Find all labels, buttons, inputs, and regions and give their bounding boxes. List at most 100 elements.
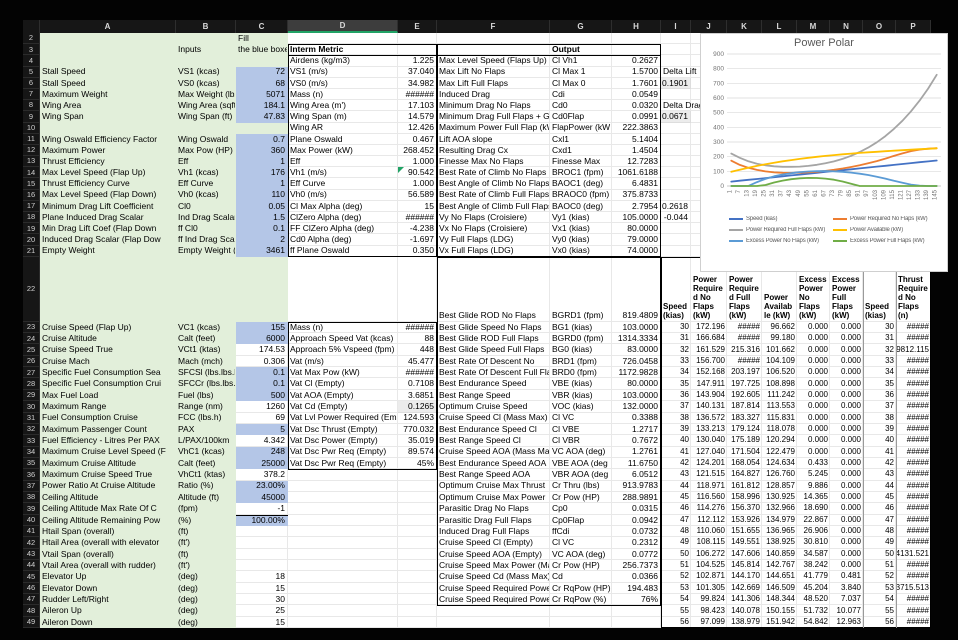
cell-A34[interactable]: Maximum Cruise Level Speed (F: [40, 446, 176, 458]
cell-E17[interactable]: 15: [398, 200, 437, 212]
cell-G18[interactable]: Vy1 (kias): [550, 212, 612, 224]
cell-A12[interactable]: Maximum Power: [40, 144, 176, 157]
row-header-49[interactable]: 49: [23, 616, 40, 629]
cell-E18[interactable]: ######: [398, 212, 437, 224]
cell-M33[interactable]: 0.000: [797, 435, 830, 447]
cell-C2[interactable]: Fill: [236, 33, 288, 45]
cell-M49[interactable]: 54.842: [797, 616, 830, 629]
cell-A37[interactable]: Power Ratio At Cruise Altitude: [40, 480, 176, 492]
cell-J23[interactable]: 172.196: [691, 321, 727, 334]
column-header-I[interactable]: I: [661, 20, 691, 33]
cell-E9[interactable]: 14.579: [398, 111, 437, 123]
cell-B24[interactable]: Calt (feet): [176, 333, 236, 345]
cell-B11[interactable]: Wing Oswald: [176, 133, 236, 145]
row-header-41[interactable]: 41: [23, 525, 40, 538]
cell-J27[interactable]: 152.168: [691, 367, 727, 379]
cell-F22[interactable]: Best Glide ROD No Flaps: [437, 256, 550, 322]
cell-A42[interactable]: Htail Area (overall with elevator: [40, 537, 176, 549]
row-header-39[interactable]: 39: [23, 503, 40, 515]
cell-O42[interactable]: 49: [863, 537, 896, 549]
cell-N38[interactable]: 0.000: [830, 491, 863, 504]
cell-M48[interactable]: 51.732: [797, 605, 830, 617]
cell-M43[interactable]: 34.587: [797, 548, 830, 560]
cell-L33[interactable]: 120.294: [762, 435, 797, 447]
cell-M40[interactable]: 22.867: [797, 514, 830, 526]
cell-I7[interactable]: [661, 88, 691, 101]
cell-M35[interactable]: 0.433: [797, 457, 830, 470]
cell-J44[interactable]: 104.525: [691, 559, 727, 572]
cell-I23[interactable]: 30: [661, 321, 691, 334]
cell-A15[interactable]: Thrust Efficiency Curve: [40, 178, 176, 190]
cell-M47[interactable]: 48.520: [797, 594, 830, 606]
cell-F35[interactable]: Best Endurance Speed AOA: [437, 457, 550, 470]
cell-C13[interactable]: 1: [236, 156, 288, 168]
cell-L31[interactable]: 115.831: [762, 412, 797, 424]
cell-J49[interactable]: 97.099: [691, 616, 727, 629]
cell-G33[interactable]: Cl VBR: [550, 435, 612, 447]
cell-G44[interactable]: Cr Pow (HP): [550, 559, 612, 572]
cell-F23[interactable]: Best Glide Speed No Flaps: [437, 321, 550, 334]
cell-O43[interactable]: 50: [863, 548, 896, 560]
cell-O25[interactable]: 32: [863, 344, 896, 356]
cell-L41[interactable]: 136.965: [762, 525, 797, 538]
cell-C49[interactable]: 15: [236, 616, 288, 629]
cell-G25[interactable]: BG0 (kias): [550, 344, 612, 356]
cell-G47[interactable]: Cr RqPow (%): [550, 594, 612, 606]
cell-A35[interactable]: Maximum Cruise Altitude: [40, 457, 176, 470]
cell-D4[interactable]: Airdens (kg/m3): [288, 55, 398, 67]
power-polar-chart[interactable]: Power Polar 0 100 200 300 400 500 600 700 800 900…: [700, 33, 948, 272]
cell-D16[interactable]: Vh0 (m/s): [288, 189, 398, 201]
cell-B9[interactable]: Wing Span (ft): [176, 111, 236, 123]
cell-H49[interactable]: [612, 616, 661, 629]
cell-F38[interactable]: Optimum Cruise Max Power: [437, 491, 550, 504]
cell-F30[interactable]: Optimum Cruise Speed: [437, 401, 550, 413]
cell-A19[interactable]: Min Drag Lift Coef (Flap Down: [40, 223, 176, 235]
cell-A29[interactable]: Max Fuel Load: [40, 389, 176, 402]
cell-B49[interactable]: (deg): [176, 616, 236, 629]
cell-M38[interactable]: 14.365: [797, 491, 830, 504]
cell-G26[interactable]: BRD1 (fpm): [550, 355, 612, 368]
cell-P38[interactable]: #####: [896, 491, 931, 504]
cell-N45[interactable]: 0.481: [830, 571, 863, 583]
cell-H34[interactable]: 1.2761: [612, 446, 661, 458]
cell-N37[interactable]: 0.000: [830, 480, 863, 492]
cell-P29[interactable]: #####: [896, 389, 931, 402]
cell-D33[interactable]: Vat Dsc Power (Empty): [288, 435, 398, 447]
cell-O23[interactable]: 30: [863, 321, 896, 334]
cell-M32[interactable]: 0.000: [797, 423, 830, 436]
cell-C17[interactable]: 0.05: [236, 200, 288, 212]
cell-I4[interactable]: [661, 55, 691, 67]
cell-E33[interactable]: 35.019: [398, 435, 437, 447]
cell-G6[interactable]: Cl Max 0: [550, 77, 612, 89]
row-header-42[interactable]: 42: [23, 537, 40, 549]
cell-D42[interactable]: [288, 537, 398, 549]
cell-C40[interactable]: 100.00%: [236, 514, 288, 526]
row-header-43[interactable]: 43: [23, 548, 40, 560]
row-header-47[interactable]: 47: [23, 594, 40, 606]
cell-M44[interactable]: 38.242: [797, 559, 830, 572]
cell-I46[interactable]: 53: [661, 582, 691, 594]
column-header-E[interactable]: E: [398, 20, 437, 33]
cell-P27[interactable]: #####: [896, 367, 931, 379]
cell-B3[interactable]: Inputs: [176, 44, 236, 56]
cell-K33[interactable]: 175.189: [727, 435, 762, 447]
cell-B31[interactable]: FCC (lbs.h): [176, 412, 236, 424]
cell-D9[interactable]: Wing Span (m): [288, 111, 398, 123]
cell-B32[interactable]: PAX: [176, 423, 236, 436]
cell-O29[interactable]: 36: [863, 389, 896, 402]
row-header-13[interactable]: 13: [23, 156, 40, 168]
cell-P32[interactable]: #####: [896, 423, 931, 436]
cell-J47[interactable]: 99.824: [691, 594, 727, 606]
cell-I3[interactable]: [661, 44, 691, 56]
cell-G40[interactable]: Cp0Flap: [550, 514, 612, 526]
cell-C37[interactable]: 23.00%: [236, 480, 288, 492]
cell-N41[interactable]: 0.000: [830, 525, 863, 538]
cell-G46[interactable]: Cr RqPow (HP): [550, 582, 612, 594]
cell-F47[interactable]: Cruise Speed Required Power: [437, 594, 550, 606]
cell-H3[interactable]: [612, 44, 661, 56]
cell-O39[interactable]: 46: [863, 503, 896, 515]
cell-B23[interactable]: VC1 (kcas): [176, 321, 236, 334]
cell-D29[interactable]: Vat AOA (Empty): [288, 389, 398, 402]
cell-D14[interactable]: Vh1 (m/s): [288, 167, 398, 179]
cell-M31[interactable]: 0.000: [797, 412, 830, 424]
